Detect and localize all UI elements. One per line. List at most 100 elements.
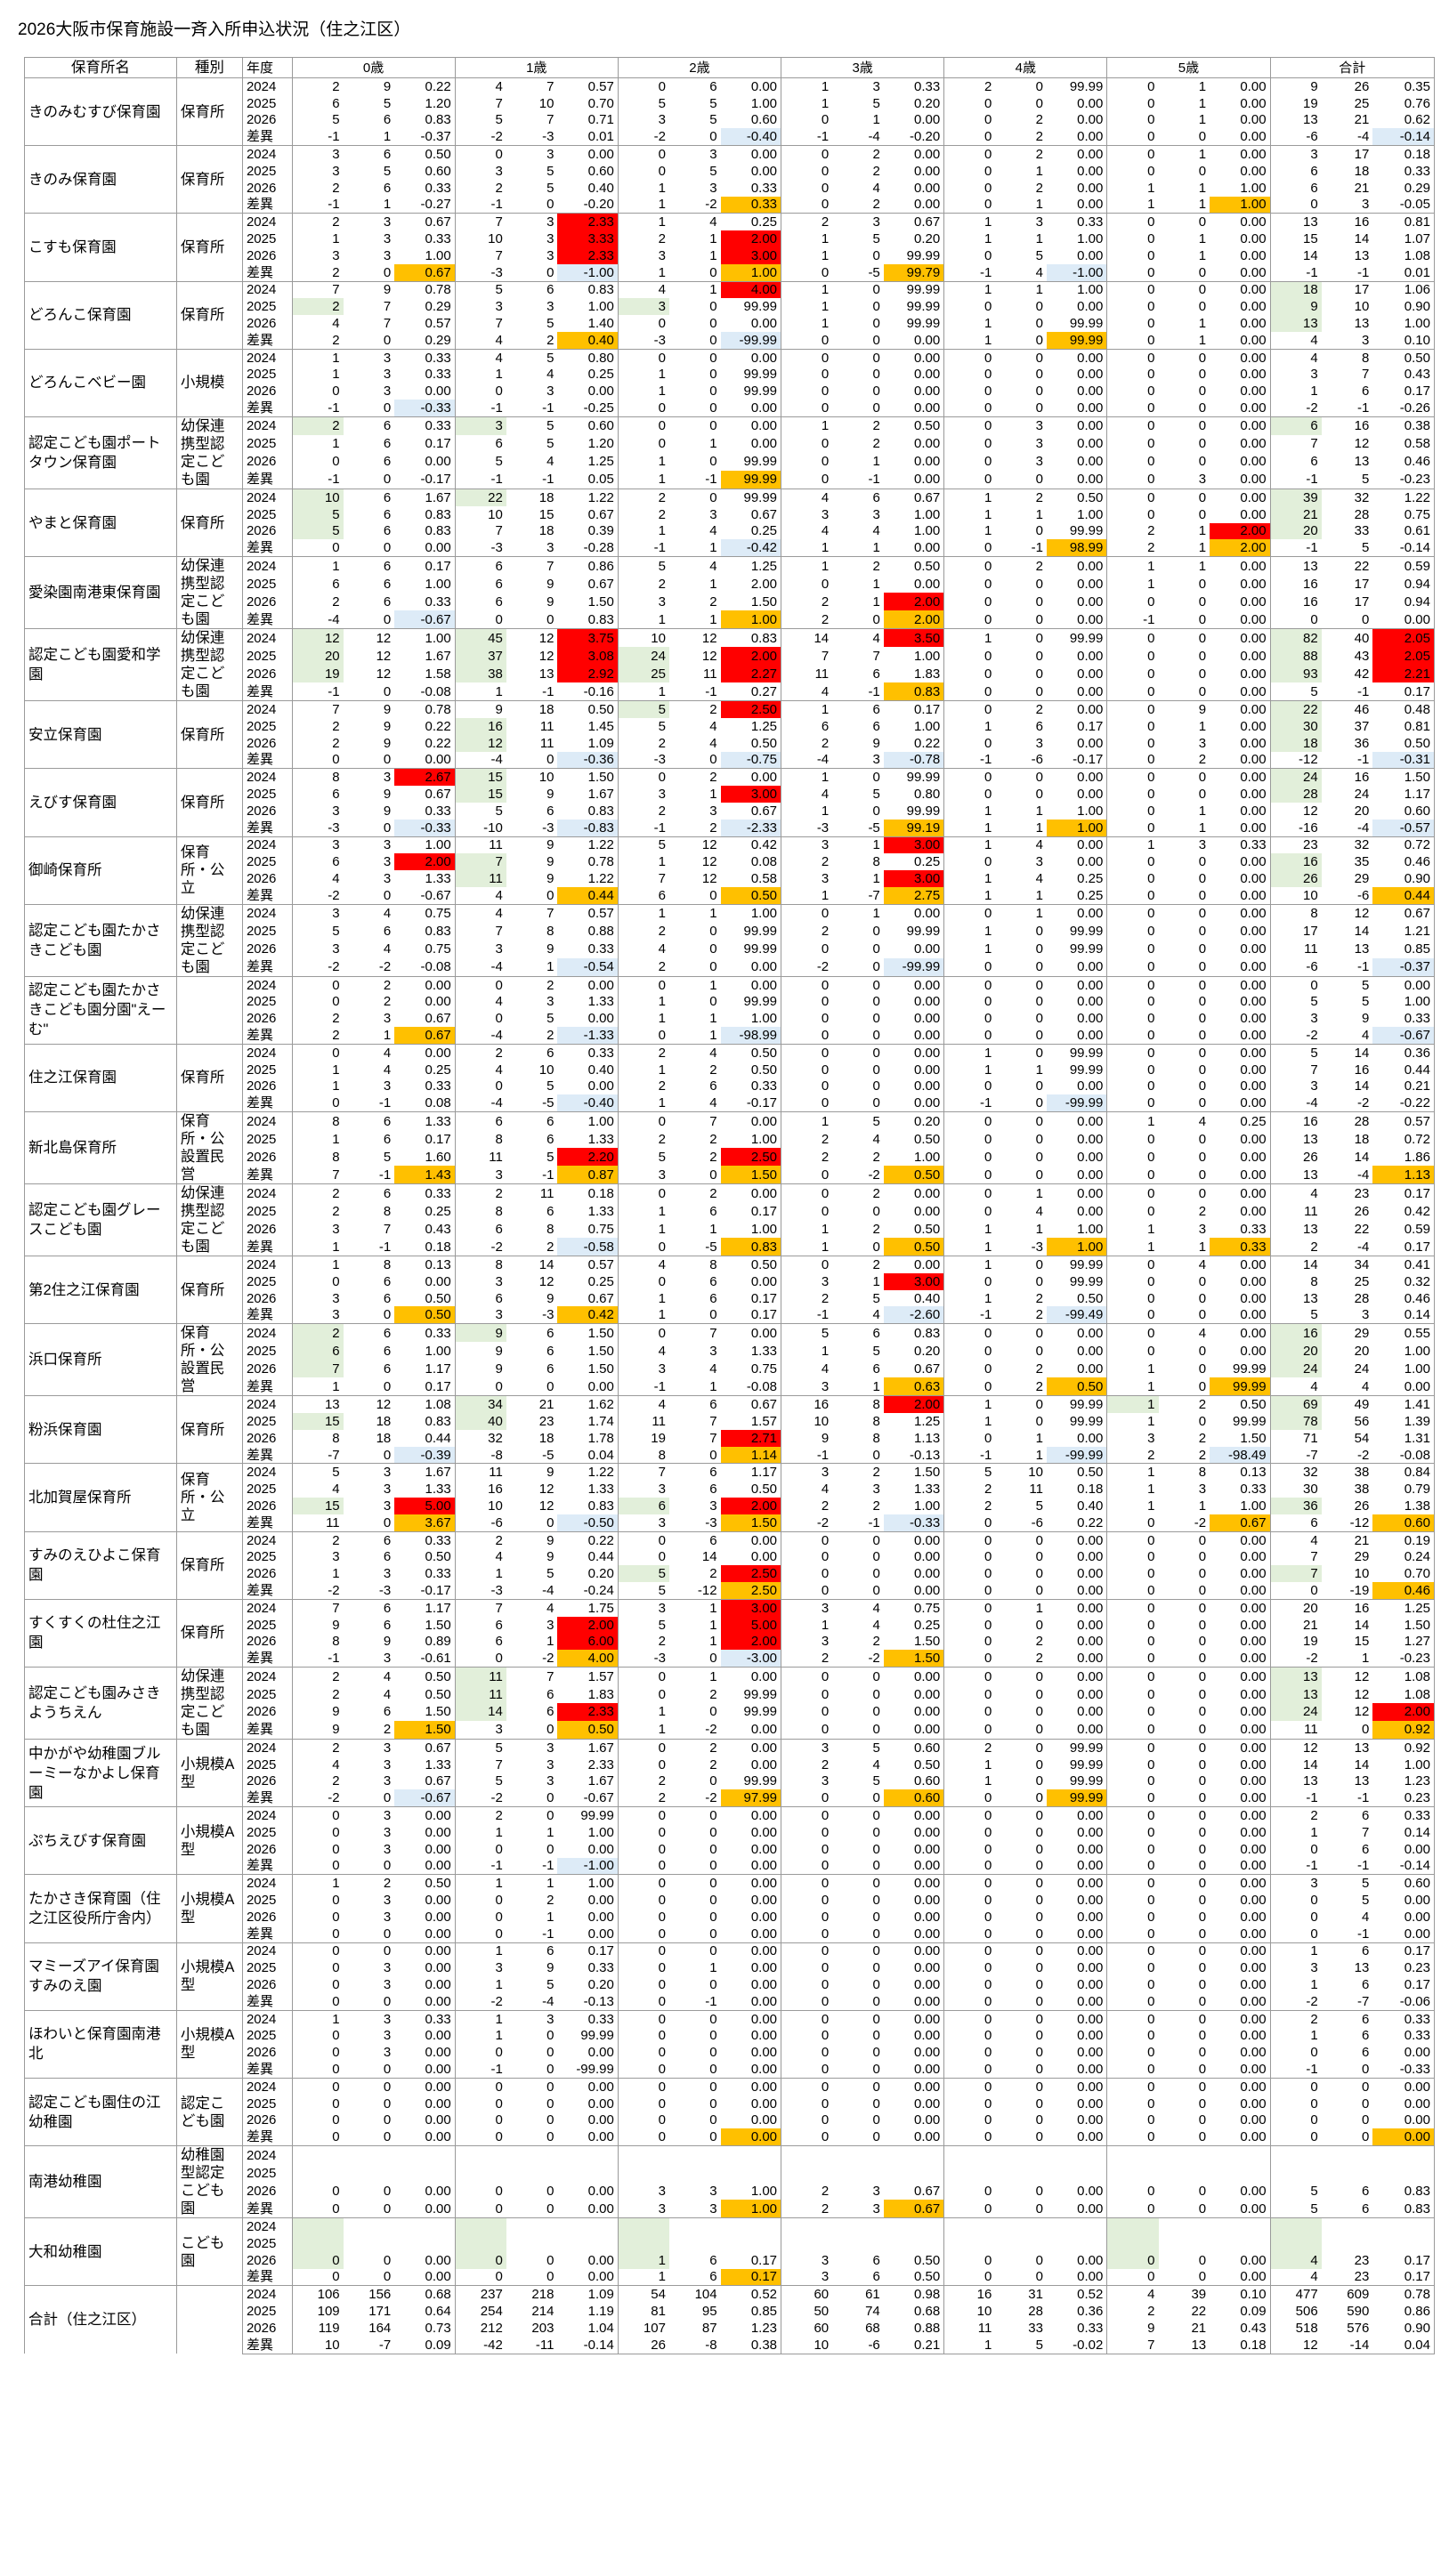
capacity-cell: 0 bbox=[1035, 2112, 1043, 2128]
applicants-cell: 0 bbox=[1269, 2077, 1322, 2096]
applicants-cell: 3 bbox=[454, 1166, 506, 1184]
ratio-cell: 0.21 bbox=[883, 2336, 944, 2354]
table-row: 2025 9 6 1.50 6 3 2.00 5 1 5.00 1 4 0.25 0 0 0.00 0 0 0.00… bbox=[25, 1616, 1436, 1634]
applicants-cell: 81 bbox=[617, 2303, 669, 2320]
ratio-cell: 0.81 bbox=[1372, 213, 1436, 231]
applicants-cell: 9 bbox=[291, 1720, 344, 1740]
capacity-cell: 3 bbox=[1198, 1221, 1207, 1237]
table-row: 2025 2 9 0.22 16 11 1.45 5 4 1.25 6 6 1.00 1 6 0.17 0 1 0.… bbox=[25, 717, 1436, 735]
capacity-cell: -4 bbox=[542, 1993, 555, 2009]
applicants-cell: 0 bbox=[943, 383, 996, 400]
table-row: 2026 8 5 1.60 11 5 2.20 5 2 2.50 2 2 1.00 0 0 0.00 0 0 0.0… bbox=[25, 1148, 1436, 1167]
capacity-cell: 0 bbox=[1361, 2112, 1370, 2128]
applicants-cell: 0 bbox=[943, 1342, 996, 1361]
applicants-cell: 4 bbox=[291, 870, 344, 887]
applicants-cell: 1 bbox=[781, 230, 833, 247]
applicants-cell: 0 bbox=[781, 1183, 833, 1203]
applicants-cell: 4 bbox=[291, 1481, 344, 1498]
capacity-cell: 0 bbox=[1035, 1149, 1043, 1165]
ratio-cell: 0.33 bbox=[394, 1183, 456, 1203]
table-row: 差異 -4 0 -0.67 0 0 0.83 1 1 1.00 2 0 2.00 0 0 0.00 -1 0 0.0… bbox=[25, 610, 1436, 629]
ratio-cell: 1.08 bbox=[394, 1395, 456, 1414]
capacity-cell: 0 bbox=[872, 803, 880, 819]
applicants-cell: 26 bbox=[1269, 1148, 1322, 1167]
applicants-cell: 4 bbox=[781, 522, 833, 540]
ratio-cell: 0.14 bbox=[1372, 1306, 1436, 1324]
capacity-cell: 0 bbox=[668, 1806, 721, 1824]
capacity-cell: 0 bbox=[383, 264, 392, 280]
applicants-cell: 5 bbox=[1269, 1306, 1322, 1324]
ratio-cell: 0.78 bbox=[1372, 2285, 1436, 2304]
capacity-cell: 0 bbox=[546, 752, 555, 768]
applicants-cell: 0 bbox=[943, 1166, 996, 1184]
table-row: 2026 1 3 0.33 0 5 0.00 2 6 0.33 0 0 0.00 0 0 0.00 0 0 0.00… bbox=[25, 1078, 1436, 1095]
applicants-cell: 0 bbox=[1106, 1959, 1159, 1977]
ratio-cell: -0.54 bbox=[557, 957, 619, 977]
ratio-cell: 0.00 bbox=[914, 1704, 941, 1720]
ratio-cell: 0.50 bbox=[1077, 1290, 1104, 1306]
capacity-cell: 18 bbox=[376, 1430, 392, 1446]
capacity-cell bbox=[506, 2164, 558, 2182]
ratio-cell: 0.00 bbox=[1077, 436, 1104, 452]
capacity-cell: 0 bbox=[1198, 666, 1207, 682]
ratio-cell: 0.39 bbox=[587, 523, 614, 539]
year-cell: 2025 bbox=[241, 230, 293, 247]
ratio-cell: 1.50 bbox=[587, 1343, 614, 1359]
applicants-cell: 0 bbox=[943, 1942, 996, 1960]
applicants-cell bbox=[1269, 2234, 1322, 2252]
capacity-cell: 2 bbox=[832, 556, 884, 576]
applicants-cell: 0 bbox=[1106, 383, 1159, 400]
applicants-cell bbox=[1269, 2145, 1322, 2165]
capacity-cell: 0 bbox=[546, 1722, 555, 1738]
capacity-cell: 1 bbox=[1035, 1221, 1043, 1237]
applicants-cell: 15 bbox=[454, 786, 506, 803]
ratio-cell: 0.00 bbox=[1077, 994, 1104, 1010]
capacity-cell: 0 bbox=[1321, 2077, 1373, 2096]
ratio-cell: -0.20 bbox=[910, 129, 941, 145]
applicants-cell: -4 bbox=[454, 751, 506, 769]
applicants-cell: 212 bbox=[454, 2319, 506, 2337]
applicants-cell: 0 bbox=[781, 1565, 833, 1583]
applicants-cell: -1 bbox=[617, 1377, 669, 1396]
ratio-cell: 0.59 bbox=[1372, 1220, 1436, 1239]
capacity-cell: 0 bbox=[546, 1790, 555, 1806]
applicants-cell: 0 bbox=[943, 1789, 996, 1807]
table-row: 2026 3 3 1.00 7 3 2.33 3 1 3.00 1 0 99.99 0 5 0.00 0 1 0.0… bbox=[25, 246, 1436, 264]
applicants-cell: 0 bbox=[943, 1010, 996, 1028]
capacity-cell: 0 bbox=[1198, 2062, 1207, 2078]
facility-type: 保育所 bbox=[175, 1043, 243, 1112]
applicants-cell: 0 bbox=[617, 1892, 669, 1909]
year-cell: 2025 bbox=[241, 2303, 293, 2320]
capacity-cell: 4 bbox=[1158, 1323, 1210, 1343]
applicants-cell: 0 bbox=[617, 1874, 669, 1893]
capacity-cell: 0 bbox=[1035, 594, 1043, 610]
capacity-cell: 6 bbox=[872, 718, 880, 734]
ratio-cell: 0.29 bbox=[425, 299, 451, 315]
capacity-cell: 0 bbox=[546, 2201, 555, 2217]
applicants-cell: 10 bbox=[291, 2336, 344, 2354]
capacity-cell: 0 bbox=[1198, 1027, 1207, 1043]
capacity-cell: 0 bbox=[1035, 1977, 1043, 1993]
capacity-cell: 3 bbox=[383, 1498, 392, 1514]
capacity-cell: -4 bbox=[1356, 129, 1370, 145]
year-cell: 2024 bbox=[241, 2217, 293, 2235]
capacity-cell: 25 bbox=[1354, 95, 1370, 111]
applicants-cell: 2 bbox=[1106, 522, 1159, 540]
ratio-cell: 0.00 bbox=[1240, 163, 1267, 179]
applicants-cell: 0 bbox=[454, 1892, 506, 1909]
ratio-cell: 1.00 bbox=[750, 1011, 778, 1027]
facility-name: 認定こども園愛和学園 bbox=[24, 628, 177, 701]
capacity-cell: 23 bbox=[538, 1413, 555, 1429]
ratio-cell: -0.08 bbox=[1372, 1446, 1436, 1464]
capacity-cell: 0 bbox=[709, 924, 717, 940]
ratio-cell: 1.00 bbox=[1372, 993, 1436, 1011]
ratio-cell: 0.67 bbox=[883, 488, 944, 506]
ratio-cell: 0.00 bbox=[914, 1686, 941, 1702]
ratio-cell: 0.88 bbox=[587, 924, 614, 940]
ratio-cell: 0.00 bbox=[914, 1993, 941, 2009]
capacity-cell: 0 bbox=[383, 2062, 392, 2078]
applicants-cell: 1 bbox=[617, 993, 669, 1011]
applicants-cell: 0 bbox=[943, 2112, 996, 2129]
ratio-cell: -0.14 bbox=[1372, 128, 1436, 146]
applicants-cell: 0 bbox=[943, 2027, 996, 2045]
